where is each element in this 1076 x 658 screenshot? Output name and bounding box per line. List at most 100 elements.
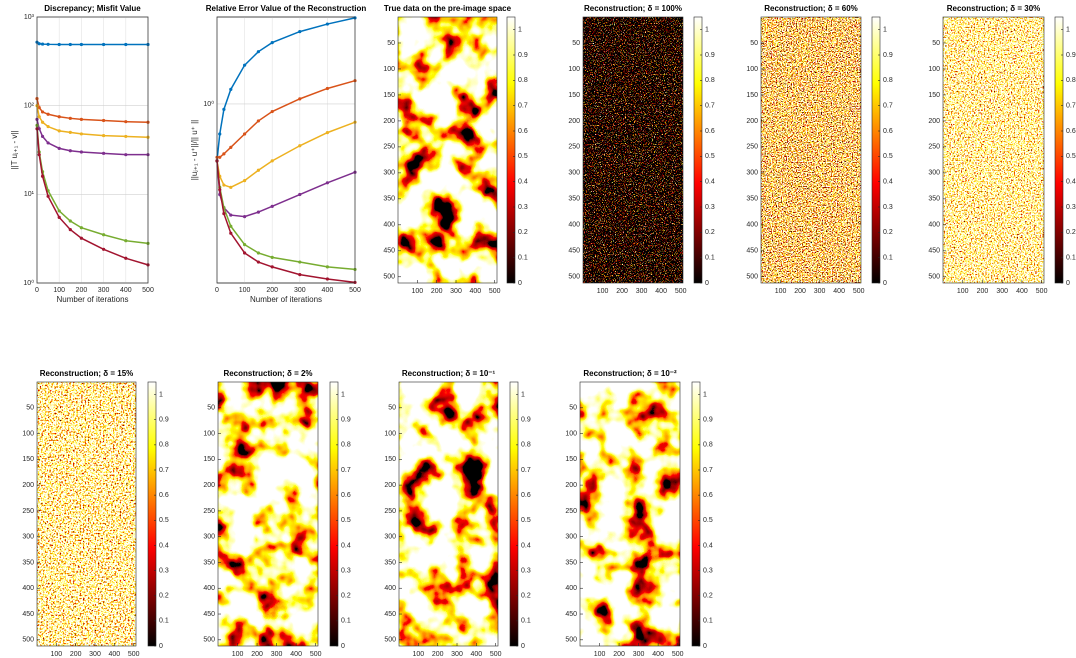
x-tick-label: 500 (490, 651, 502, 658)
colorbar-tick-label: 0.1 (341, 618, 351, 625)
data-point (37, 106, 41, 110)
panel-title: Reconstruction; δ = 100% (584, 4, 682, 13)
data-point (124, 256, 128, 260)
series-line (36, 41, 148, 46)
colorbar-tick-label: 0.6 (703, 492, 713, 499)
y-tick-label: 50 (387, 40, 395, 47)
colorbar-tick-label: 0.7 (341, 467, 351, 474)
data-point (37, 127, 41, 131)
data-point (325, 22, 329, 26)
x-tick-label: 400 (471, 651, 483, 658)
data-point (102, 233, 106, 237)
x-tick-label: 0 (215, 287, 219, 294)
colorbar-tick-label: 0.1 (883, 255, 893, 262)
colorbar (147, 381, 157, 647)
colorbar-tick-label: 0.2 (703, 593, 713, 600)
colorbar (693, 16, 703, 284)
x-tick-label: 200 (613, 651, 625, 658)
colorbar-tick-label: 0.9 (518, 52, 528, 59)
data-point (256, 260, 260, 264)
y-tick-label: 450 (203, 611, 215, 618)
y-tick-label: 300 (383, 170, 395, 177)
x-tick-label: 100 (957, 288, 969, 295)
data-point (79, 226, 83, 230)
colorbar-tick-label: 0.6 (341, 492, 351, 499)
y-tick-label: 10² (24, 103, 35, 110)
colorbar-tick-label: 1 (705, 27, 709, 34)
colorbar-tick-label: 0.8 (518, 77, 528, 84)
x-tick-label: 500 (310, 651, 322, 658)
x-tick-label: 100 (411, 288, 423, 295)
data-point (124, 120, 128, 124)
y-tick-label: 200 (565, 482, 577, 489)
y-tick-label: 350 (22, 559, 34, 566)
data-point (79, 117, 83, 122)
y-tick-label: 350 (383, 196, 395, 203)
colorbar-tick-label: 0 (341, 643, 345, 650)
y-tick-label: 450 (746, 248, 758, 255)
colorbar-tick-label: 0.3 (1066, 204, 1076, 211)
data-point (222, 107, 226, 111)
data-point (102, 42, 106, 47)
data-point (218, 188, 222, 192)
colorbar-tick-label: 1 (1066, 27, 1070, 34)
data-point (46, 42, 50, 46)
data-point (222, 211, 226, 216)
y-tick-label: 10³ (24, 14, 35, 21)
colorbar-tick-label: 0.6 (521, 492, 531, 499)
x-tick-label: 200 (266, 287, 278, 294)
data-point (298, 260, 302, 264)
y-tick-label: 50 (750, 40, 758, 47)
y-tick-label: 450 (383, 248, 395, 255)
data-point (57, 209, 61, 213)
data-point (124, 42, 128, 47)
colorbar-tick-label: 0.7 (159, 467, 169, 474)
axes-box (216, 16, 356, 284)
colorbar-tick-label: 0.6 (518, 128, 528, 135)
y-tick-label: 50 (569, 405, 577, 412)
panel-title: Reconstruction; δ = 30% (947, 4, 1041, 13)
axes-box (217, 381, 319, 647)
y-tick-label: 350 (565, 559, 577, 566)
colorbar-tick-label: 0.2 (518, 229, 528, 236)
data-point (79, 42, 83, 47)
data-point (243, 243, 247, 247)
data-point (229, 224, 233, 228)
colorbar-tick-label: 1 (518, 27, 522, 34)
x-tick-label: 400 (290, 651, 302, 658)
data-point (325, 265, 329, 269)
data-point (40, 134, 45, 139)
colorbar-tick-label: 0 (883, 280, 887, 287)
x-tick-label: 500 (349, 287, 361, 294)
y-tick-label: 400 (22, 585, 34, 592)
x-tick-label: 300 (814, 288, 826, 295)
x-tick-label: 500 (142, 287, 154, 294)
data-point (57, 129, 61, 133)
data-point (243, 132, 247, 136)
panel-title: True data on the pre-image space (384, 4, 512, 13)
y-tick-label: 400 (746, 222, 758, 229)
axes-box (398, 381, 499, 647)
axes-box (36, 16, 149, 284)
y-tick-label: 400 (568, 222, 580, 229)
colorbar-tick-label: 0.8 (1066, 77, 1076, 84)
y-tick-label: 400 (565, 585, 577, 592)
y-tick-label: 450 (565, 611, 577, 618)
colorbar-tick-label: 0.9 (341, 417, 351, 424)
data-point (243, 178, 247, 183)
y-tick-label: 400 (928, 222, 940, 229)
image (37, 382, 136, 646)
panel-title: Reconstruction; δ = 10⁻¹ (402, 369, 496, 378)
data-point (40, 110, 45, 114)
y-tick-label: 250 (203, 508, 215, 515)
colorbar-tick-label: 0.3 (883, 204, 893, 211)
y-tick-label: 150 (568, 92, 580, 99)
data-point (68, 219, 72, 223)
data-point (298, 192, 302, 197)
x-tick-label: 300 (996, 288, 1008, 295)
panel-title: Reconstruction; δ = 2% (223, 369, 312, 378)
y-tick-label: 50 (26, 405, 34, 412)
data-point (124, 153, 128, 157)
colorbar-tick-label: 0.2 (705, 229, 715, 236)
colorbar-tick-label: 0.9 (1066, 52, 1076, 59)
